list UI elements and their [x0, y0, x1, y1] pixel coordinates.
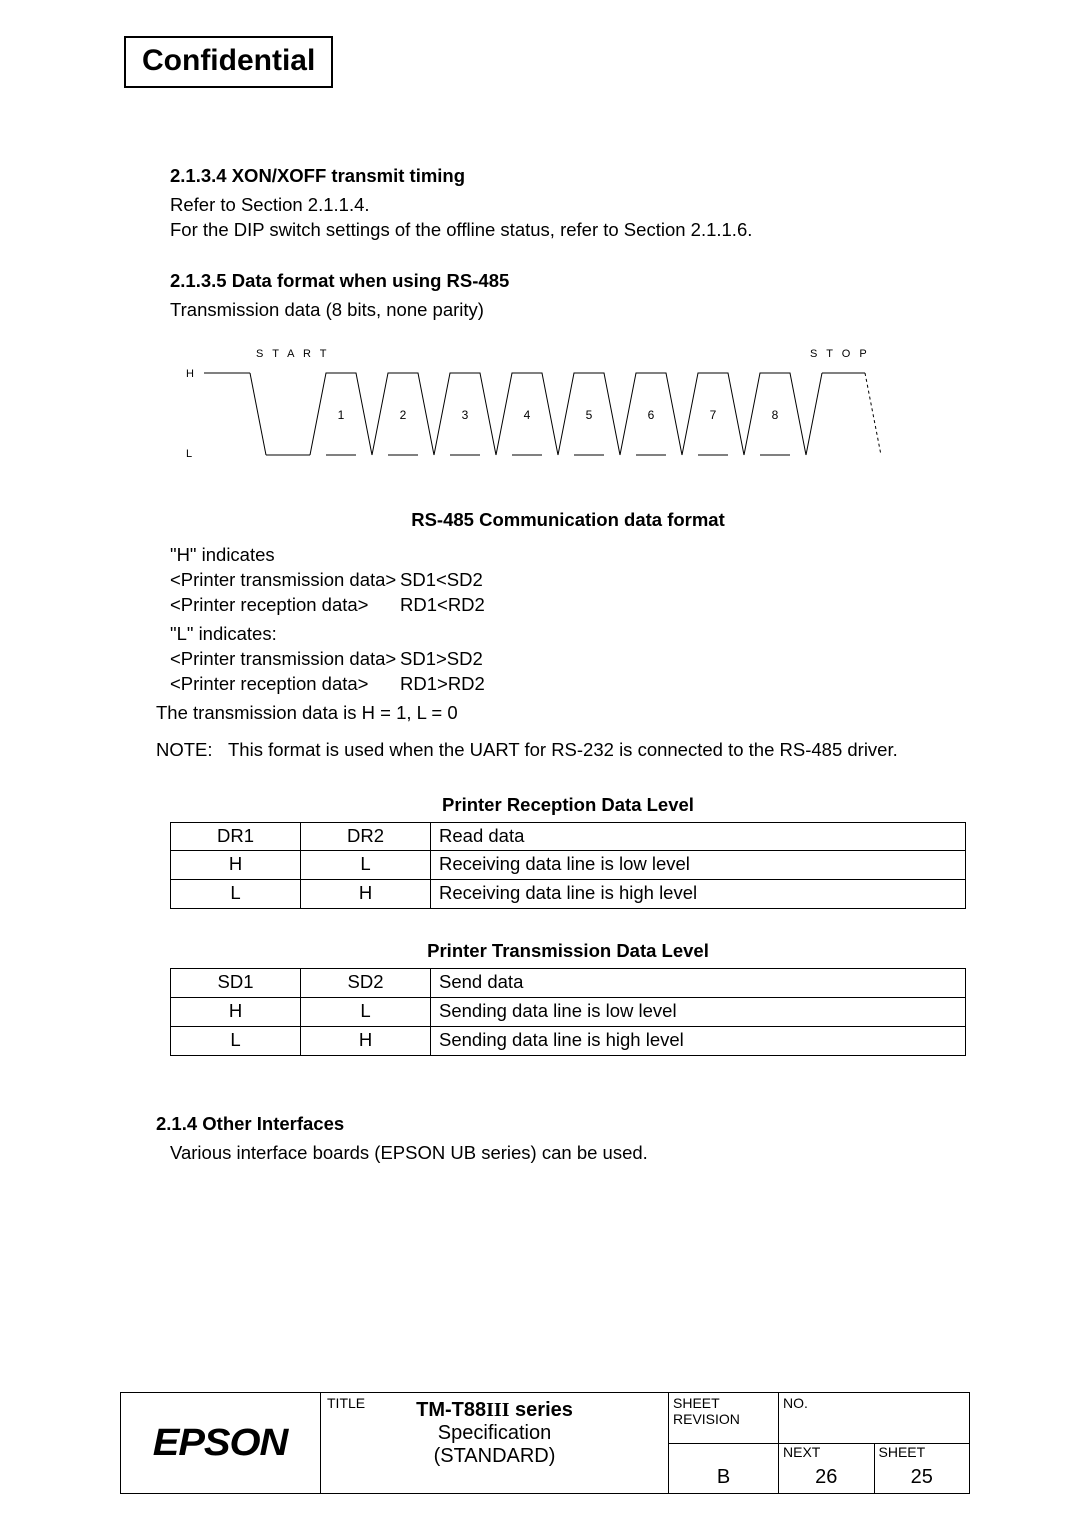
l-label: L: [186, 448, 192, 460]
title-label: TITLE: [327, 1395, 365, 1411]
th-dr1: DR1: [171, 822, 301, 851]
text-2135-1: Transmission data (8 bits, none parity): [170, 298, 966, 323]
transmission-data-line: The transmission data is H = 1, L = 0: [156, 701, 966, 726]
l-indicates: "L" indicates:: [170, 622, 966, 647]
title-1b: III: [486, 1399, 509, 1421]
stop-label: S T O P: [810, 348, 870, 360]
h-rx-val: RD1<RD2: [400, 593, 485, 618]
reception-table: DR1 DR2 Read data H L Receiving data lin…: [170, 822, 966, 910]
heading-2135: 2.1.3.5 Data format when using RS-485: [170, 269, 966, 294]
l-tx-val: SD1>SD2: [400, 647, 483, 672]
title-line2: Specification: [329, 1422, 660, 1445]
cell: L: [301, 998, 431, 1027]
title-line3: (STANDARD): [329, 1445, 660, 1468]
reception-table-caption: Printer Reception Data Level: [170, 793, 966, 818]
table-row: L H Sending data line is high level: [171, 1027, 966, 1056]
table-row: H L Receiving data line is low level: [171, 851, 966, 880]
heading-2134: 2.1.3.4 XON/XOFF transmit timing: [170, 164, 966, 189]
h-tx-val: SD1<SD2: [400, 568, 483, 593]
text-2134-2: For the DIP switch settings of the offli…: [170, 218, 966, 243]
revision-value: B: [669, 1444, 779, 1494]
table-row: H L Sending data line is low level: [171, 998, 966, 1027]
page: Confidential 2.1.3.4 XON/XOFF transmit t…: [0, 0, 1080, 1528]
sheet-value: 25: [875, 1460, 970, 1494]
note-text: This format is used when the UART for RS…: [228, 738, 898, 763]
title-block: EPSON TITLE TM-T88III series Specificati…: [120, 1392, 970, 1494]
title-line1: TM-T88III series: [329, 1399, 660, 1422]
cell: H: [301, 880, 431, 909]
next-value: 26: [779, 1460, 874, 1494]
l-rx-val: RD1>RD2: [400, 672, 485, 697]
th-dr2: DR2: [301, 822, 431, 851]
data-bits: 1 2 3 4 5 6 7 8: [310, 373, 806, 455]
table-row: L H Receiving data line is high level: [171, 880, 966, 909]
th-sd1: SD1: [171, 969, 301, 998]
start-label: S T A R T: [256, 348, 329, 360]
cell: Sending data line is high level: [431, 1027, 966, 1056]
bit-7: 7: [710, 408, 717, 422]
bit-6: 6: [648, 408, 655, 422]
h-label: H: [186, 368, 194, 380]
content: 2.1.3.4 XON/XOFF transmit timing Refer t…: [170, 164, 966, 1166]
l-rx-label: <Printer reception data>: [170, 672, 400, 697]
h-rx-label: <Printer reception data>: [170, 593, 400, 618]
cell: L: [171, 880, 301, 909]
timing-svg: H L S T A R T S T O P: [170, 337, 890, 487]
note-label: NOTE:: [156, 738, 228, 763]
no-label: NO.: [779, 1393, 969, 1443]
text-214-1: Various interface boards (EPSON UB serie…: [170, 1141, 966, 1166]
transmission-table: SD1 SD2 Send data H L Sending data line …: [170, 968, 966, 1056]
next-label: NEXT: [779, 1444, 874, 1460]
title-1c: series: [509, 1399, 572, 1421]
transmission-table-caption: Printer Transmission Data Level: [170, 939, 966, 964]
table-row: DR1 DR2 Read data: [171, 822, 966, 851]
cell: Sending data line is low level: [431, 998, 966, 1027]
bit-2: 2: [400, 408, 407, 422]
cell: H: [171, 998, 301, 1027]
bit-5: 5: [586, 408, 593, 422]
cell: L: [301, 851, 431, 880]
logo-cell: EPSON: [121, 1393, 321, 1493]
title-1a: TM-T88: [416, 1399, 486, 1421]
l-tx-label: <Printer transmission data>: [170, 647, 400, 672]
title-cell: TITLE TM-T88III series Specification (ST…: [321, 1393, 669, 1493]
h-indicates: "H" indicates: [170, 543, 966, 568]
cell: H: [301, 1027, 431, 1056]
bit-1: 1: [338, 408, 345, 422]
sheet-revision-label: SHEET REVISION: [669, 1393, 779, 1443]
h-indicates-block: "H" indicates <Printer transmission data…: [170, 543, 966, 697]
text-2134-1: Refer to Section 2.1.1.4.: [170, 193, 966, 218]
confidential-box: Confidential: [124, 36, 333, 88]
bit-8: 8: [772, 408, 779, 422]
bit-4: 4: [524, 408, 531, 422]
sheet-label: SHEET: [875, 1444, 970, 1460]
cell: H: [171, 851, 301, 880]
heading-214: 2.1.4 Other Interfaces: [156, 1112, 966, 1137]
th-sd2: SD2: [301, 969, 431, 998]
figure-caption-rs485: RS-485 Communication data format: [170, 508, 966, 533]
timing-diagram: H L S T A R T S T O P: [170, 337, 966, 494]
bit-3: 3: [462, 408, 469, 422]
cell: Receiving data line is low level: [431, 851, 966, 880]
confidential-label: Confidential: [142, 44, 315, 77]
h-tx-label: <Printer transmission data>: [170, 568, 400, 593]
footer-right: SHEET REVISION NO. B NEXT 26 SHEET 25: [669, 1393, 969, 1493]
th-send: Send data: [431, 969, 966, 998]
table-row: SD1 SD2 Send data: [171, 969, 966, 998]
epson-logo: EPSON: [153, 1422, 287, 1465]
cell: Receiving data line is high level: [431, 880, 966, 909]
th-read: Read data: [431, 822, 966, 851]
cell: L: [171, 1027, 301, 1056]
